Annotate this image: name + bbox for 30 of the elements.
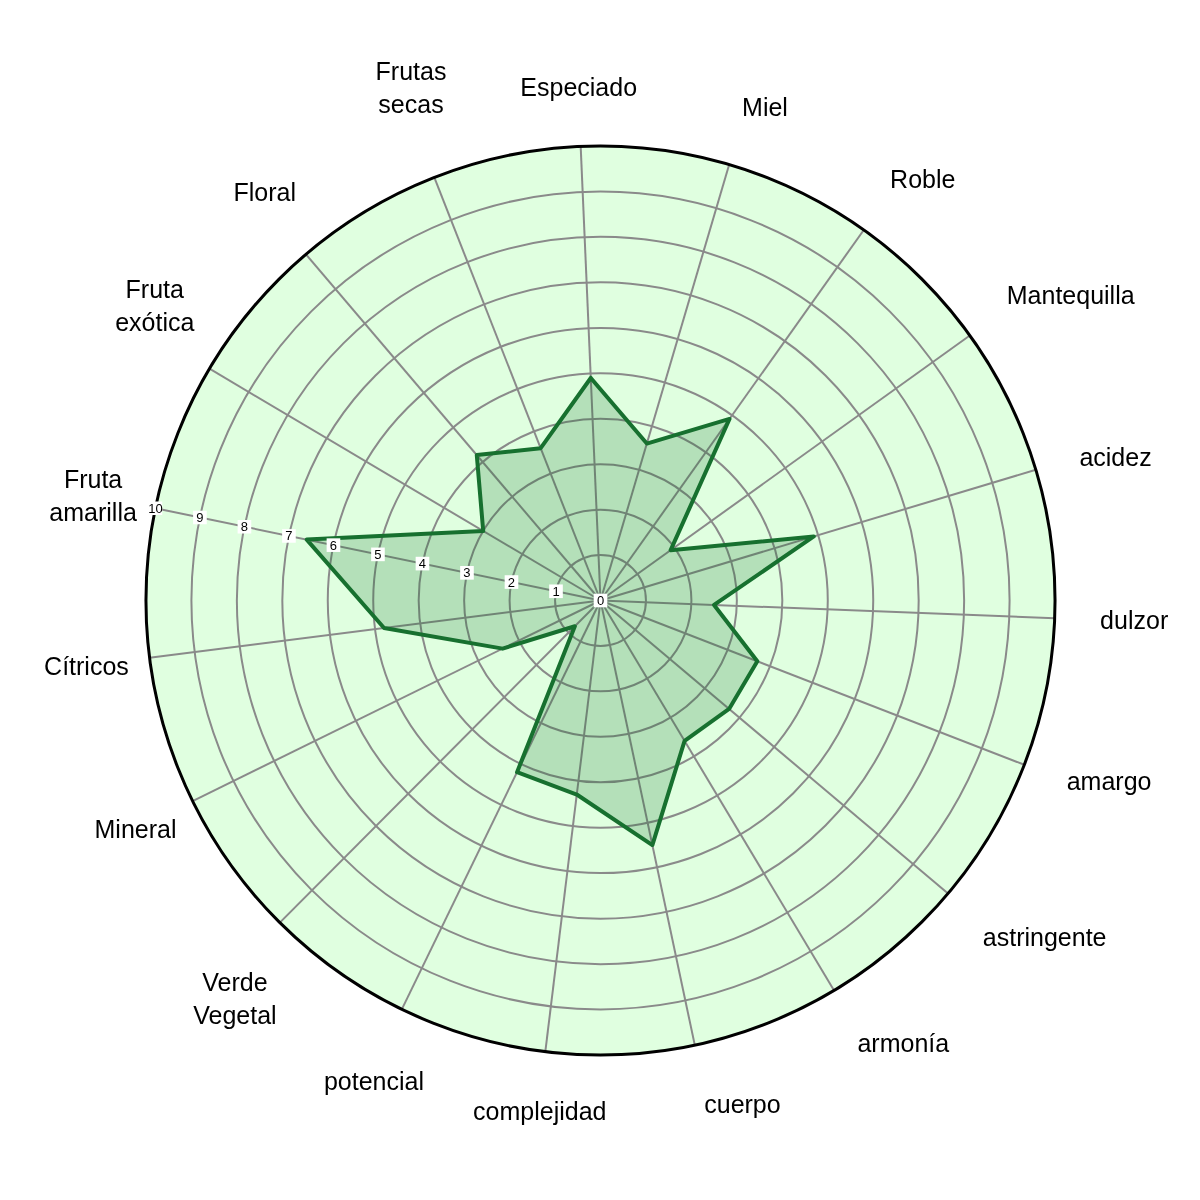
spoke-label: complejidad xyxy=(473,1096,607,1125)
spoke-label: astringente xyxy=(982,922,1107,951)
y-tick-label: 10 xyxy=(148,500,163,516)
y-tick-label: 2 xyxy=(507,574,516,590)
spoke-label: Frutas secas xyxy=(375,56,447,119)
y-tick-label: 6 xyxy=(329,537,338,553)
y-tick-label: 0 xyxy=(596,593,605,608)
spoke-label: Miel xyxy=(742,92,788,121)
spoke-label: Floral xyxy=(233,177,296,206)
y-tick-label: 5 xyxy=(374,546,382,562)
spoke-label: potencial xyxy=(323,1066,425,1095)
y-tick-label: 1 xyxy=(552,583,560,599)
spoke-label: Roble xyxy=(890,164,956,193)
spoke-label: dulzor xyxy=(1100,606,1169,635)
spoke-label: Mantequilla xyxy=(1006,281,1135,310)
spoke-label: Cítricos xyxy=(44,651,129,680)
spoke-label: Fruta amarilla xyxy=(49,464,137,527)
spoke-label: Especiado xyxy=(520,72,638,101)
y-tick-label: 7 xyxy=(285,528,293,544)
spoke-label: acidez xyxy=(1079,442,1152,471)
spoke-label: Mineral xyxy=(94,815,177,844)
spoke-label: amargo xyxy=(1066,767,1152,796)
spoke-label: Fruta exótica xyxy=(115,274,195,337)
spoke-label: cuerpo xyxy=(704,1089,781,1118)
y-tick-label: 8 xyxy=(240,519,249,535)
y-tick-label: 4 xyxy=(418,556,427,572)
y-tick-label: 3 xyxy=(463,565,471,581)
spoke-label: armonía xyxy=(857,1029,950,1058)
spoke-label: Verde Vegetal xyxy=(193,967,277,1030)
y-tick-label: 9 xyxy=(196,509,204,525)
